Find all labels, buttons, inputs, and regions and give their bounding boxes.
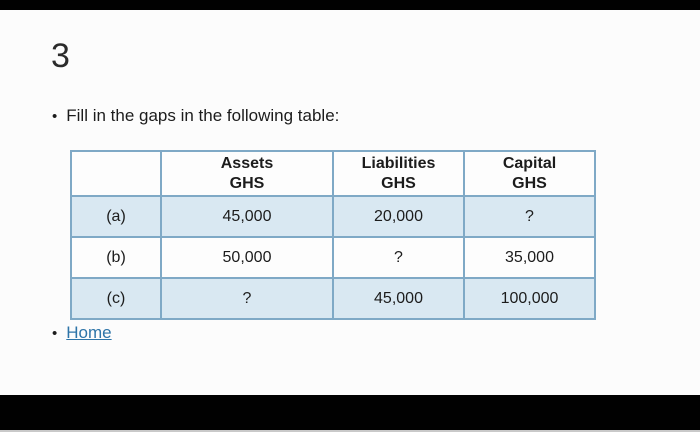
- header-label: Capital: [502, 154, 557, 172]
- header-cell-capital: Capital GHS: [463, 150, 596, 197]
- header-cell-assets: Assets GHS: [160, 150, 334, 197]
- header-unit: GHS: [381, 174, 416, 192]
- home-link[interactable]: Home: [66, 323, 112, 342]
- header-label: Liabilities: [361, 154, 436, 172]
- header-unit: GHS: [229, 174, 265, 192]
- letterbox-top-bar: [0, 0, 700, 10]
- row-label-cell: (a): [70, 195, 162, 238]
- letterbox-bottom-bar: [0, 395, 700, 430]
- bullet-icon: •: [52, 325, 58, 342]
- liabilities-cell: 45,000: [332, 277, 465, 320]
- assets-cell: 50,000: [160, 236, 334, 279]
- instruction-bullet-item: • Fill in the gaps in the following tabl…: [52, 106, 339, 128]
- home-bullet-item: • Home: [52, 323, 112, 345]
- instruction-text: Fill in the gaps in the following table:: [66, 106, 340, 125]
- header-unit: GHS: [512, 174, 547, 192]
- fill-gaps-table: Assets GHS Liabilities GHS Capital GHS (…: [70, 150, 596, 320]
- table-header-row: Assets GHS Liabilities GHS Capital GHS: [70, 150, 596, 197]
- row-label-cell: (b): [70, 236, 162, 279]
- capital-cell: ?: [463, 195, 596, 238]
- liabilities-cell: ?: [332, 236, 465, 279]
- header-cell-liabilities: Liabilities GHS: [332, 150, 465, 197]
- slide-number-title: 3: [51, 37, 71, 75]
- table-row-c: (c) ? 45,000 100,000: [70, 277, 596, 320]
- liabilities-cell: 20,000: [332, 195, 465, 238]
- assets-cell: 45,000: [160, 195, 334, 238]
- header-label: Assets: [220, 154, 274, 172]
- capital-cell: 35,000: [463, 236, 596, 279]
- header-cell-blank: [70, 150, 162, 197]
- bullet-icon: •: [52, 108, 58, 125]
- table-row-a: (a) 45,000 20,000 ?: [70, 195, 596, 238]
- slide: 3 • Fill in the gaps in the following ta…: [0, 10, 700, 395]
- bottom-edge-strip: [0, 430, 700, 432]
- assets-cell: ?: [160, 277, 334, 320]
- table-row-b: (b) 50,000 ? 35,000: [70, 236, 596, 279]
- row-label-cell: (c): [70, 277, 162, 320]
- capital-cell: 100,000: [463, 277, 596, 320]
